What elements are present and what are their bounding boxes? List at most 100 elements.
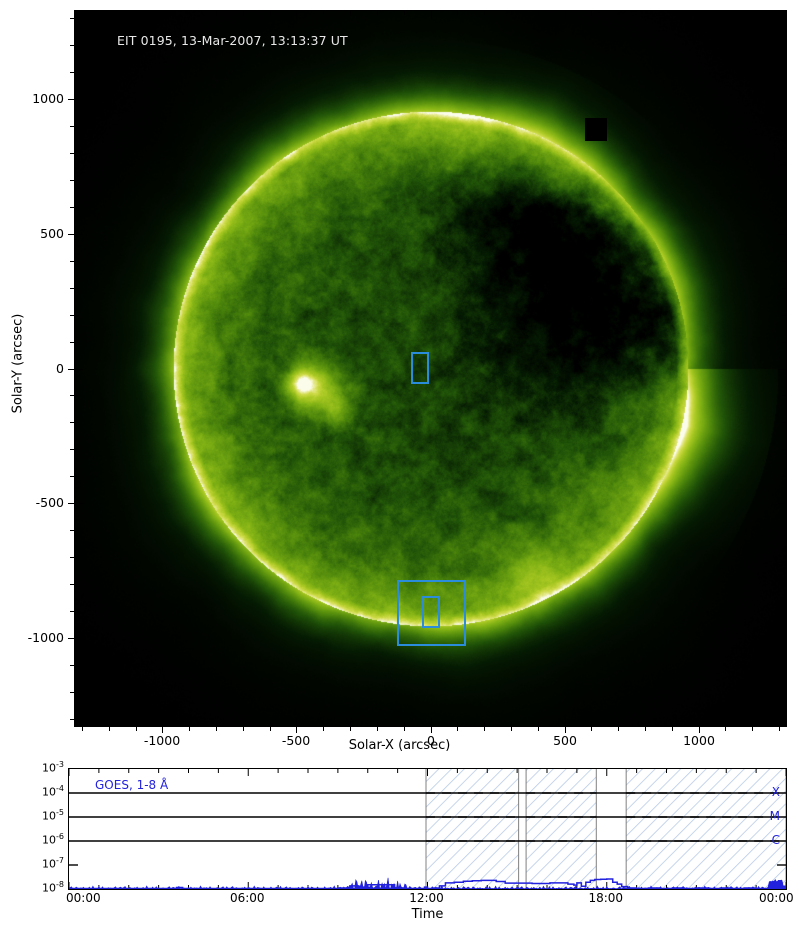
axis-tick [70, 207, 74, 208]
axis-tick [136, 10, 137, 15]
axis-tick [778, 234, 787, 235]
axis-tick [725, 727, 726, 731]
class-label-m: M [769, 809, 780, 823]
axis-tick [350, 10, 351, 15]
axis-tick [70, 692, 74, 693]
goes-ytick-mantissa: 10 [42, 881, 57, 895]
axis-tick [74, 665, 79, 666]
axis-tick [70, 422, 74, 423]
axis-tick [618, 727, 619, 731]
axis-tick [782, 342, 787, 343]
axis-tick [699, 727, 700, 733]
axis-tick [162, 718, 163, 727]
roi-south-inner-field[interactable] [422, 596, 440, 628]
axis-tick [74, 395, 79, 396]
axis-tick [645, 722, 646, 727]
axis-tick [782, 153, 787, 154]
axis-tick [591, 727, 592, 731]
observation-interval-2 [526, 769, 597, 889]
axis-tick [74, 557, 79, 558]
axis-tick [782, 288, 787, 289]
axis-tick [752, 727, 753, 731]
axis-tick [70, 557, 74, 558]
axis-tick [404, 727, 405, 731]
axis-tick [74, 342, 79, 343]
axis-tick [782, 18, 787, 19]
goes-ytick-label: 10-5 [14, 808, 64, 823]
axis-tick [782, 395, 787, 396]
axis-tick [74, 449, 79, 450]
axis-tick [74, 476, 79, 477]
axis-tick [70, 18, 74, 19]
axis-tick [431, 727, 432, 733]
class-label-c: C [771, 833, 780, 847]
axis-tick [74, 288, 79, 289]
axis-tick [457, 727, 458, 731]
axis-tick [296, 727, 297, 733]
axis-tick [74, 18, 79, 19]
goes-ytick-exponent: -5 [56, 808, 64, 817]
goes-axes-frame: GOES, 1-8 Å X M C [68, 768, 787, 890]
axis-tick [672, 722, 673, 727]
axis-tick [74, 719, 79, 720]
axis-tick [404, 722, 405, 727]
axis-tick [74, 261, 79, 262]
axis-tick [74, 369, 83, 370]
image-ytick-label: 1000 [32, 91, 64, 106]
axis-tick [216, 727, 217, 731]
goes-xtick-label: 06:00 [229, 891, 265, 905]
axis-tick [672, 10, 673, 15]
axis-tick [189, 10, 190, 15]
axis-tick [70, 719, 74, 720]
goes-ytick-mantissa: 10 [42, 833, 57, 847]
axis-tick [778, 638, 787, 639]
axis-tick [782, 261, 787, 262]
axis-tick [189, 727, 190, 731]
axis-tick [70, 611, 74, 612]
axis-tick [565, 727, 566, 733]
axis-tick [377, 10, 378, 15]
axis-tick [82, 722, 83, 727]
axis-tick [725, 722, 726, 727]
axis-tick [591, 10, 592, 15]
observation-interval-1 [426, 769, 519, 889]
goes-ytick-label: 10-8 [14, 880, 64, 895]
image-xtick-label: 1000 [683, 733, 715, 748]
axis-tick [782, 315, 787, 316]
axis-tick [484, 722, 485, 727]
axis-tick [778, 369, 787, 370]
roi-south-outer-field[interactable] [397, 580, 466, 646]
axis-tick [323, 727, 324, 731]
axis-tick [618, 722, 619, 727]
axis-tick [74, 638, 83, 639]
axis-tick [70, 153, 74, 154]
axis-tick [70, 530, 74, 531]
axis-tick [782, 422, 787, 423]
goes-flux-panel: GOES, 1-8 Å X M C [68, 768, 787, 890]
axis-tick [70, 126, 74, 127]
axis-tick [296, 10, 297, 19]
axis-tick [699, 718, 700, 727]
axis-tick [162, 10, 163, 19]
axis-tick [136, 722, 137, 727]
roi-center-field[interactable] [411, 352, 429, 384]
axis-tick [779, 722, 780, 727]
axis-tick [457, 10, 458, 15]
axis-tick [431, 718, 432, 727]
axis-tick [782, 476, 787, 477]
image-yaxis-title: Solar-Y (arcsec) [10, 313, 26, 414]
goes-ytick-exponent: -8 [56, 880, 64, 889]
axis-tick [74, 692, 79, 693]
axis-tick [243, 10, 244, 15]
axis-tick [538, 10, 539, 15]
axis-tick [216, 10, 217, 15]
axis-tick [782, 584, 787, 585]
eit-image-title: EIT 0195, 13-Mar-2007, 13:13:37 UT [117, 33, 348, 48]
goes-xaxis-title: Time [411, 907, 444, 922]
axis-tick [591, 722, 592, 727]
image-xtick-label: 0 [427, 733, 435, 748]
axis-tick [538, 727, 539, 731]
axis-tick [243, 722, 244, 727]
axis-tick [70, 584, 74, 585]
axis-tick [74, 72, 79, 73]
